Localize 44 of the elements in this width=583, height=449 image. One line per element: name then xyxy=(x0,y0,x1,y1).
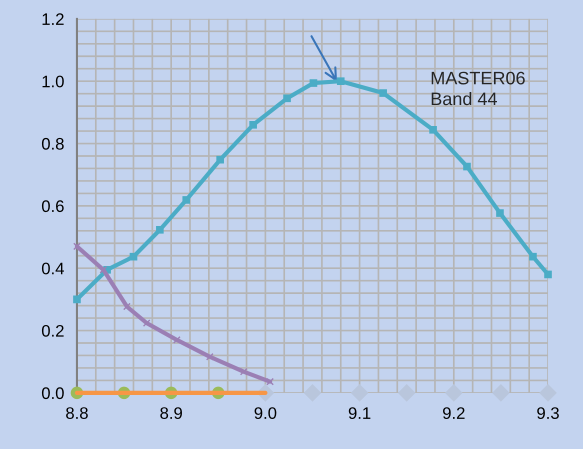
point xyxy=(463,162,471,170)
annotation: MASTER06 Band 44 xyxy=(432,72,525,106)
point xyxy=(130,252,138,260)
point xyxy=(492,384,510,402)
point xyxy=(173,336,181,344)
point xyxy=(379,89,387,97)
point xyxy=(429,126,437,134)
point xyxy=(206,352,214,361)
point xyxy=(304,384,322,402)
point xyxy=(142,319,150,327)
y-tick-label: 1.0 xyxy=(42,76,64,88)
y-tick-label: 0.6 xyxy=(42,200,64,212)
point xyxy=(539,384,557,402)
point xyxy=(240,368,248,376)
point xyxy=(73,242,81,250)
point xyxy=(216,156,224,164)
x-tick-label: 9.3 xyxy=(537,407,559,420)
point xyxy=(544,270,552,278)
y-tick-label: 0.2 xyxy=(42,324,64,337)
y-tick-label: 1.2 xyxy=(42,13,64,25)
x-tick-label: 8.9 xyxy=(160,407,182,420)
point xyxy=(283,94,291,102)
point xyxy=(310,79,318,87)
point xyxy=(445,384,462,402)
point xyxy=(529,252,537,260)
point xyxy=(123,302,131,310)
point xyxy=(266,378,274,386)
y-tick-label: 0.0 xyxy=(42,387,64,400)
point xyxy=(398,384,416,402)
point xyxy=(496,209,504,217)
y-tick-label: 0.8 xyxy=(42,138,64,150)
line-series xyxy=(73,242,274,386)
y-tick-label: 0.4 xyxy=(42,262,64,274)
point xyxy=(156,226,164,234)
point xyxy=(249,121,257,129)
point xyxy=(351,384,368,402)
point xyxy=(100,266,108,274)
x-tick-label: 9.1 xyxy=(348,407,370,420)
point xyxy=(182,196,190,204)
point xyxy=(73,296,81,304)
x-tick-label: 9.2 xyxy=(443,407,465,420)
point xyxy=(336,77,345,86)
x-tick-label: 8.8 xyxy=(66,407,88,420)
x-tick-label: 9.0 xyxy=(254,407,276,420)
